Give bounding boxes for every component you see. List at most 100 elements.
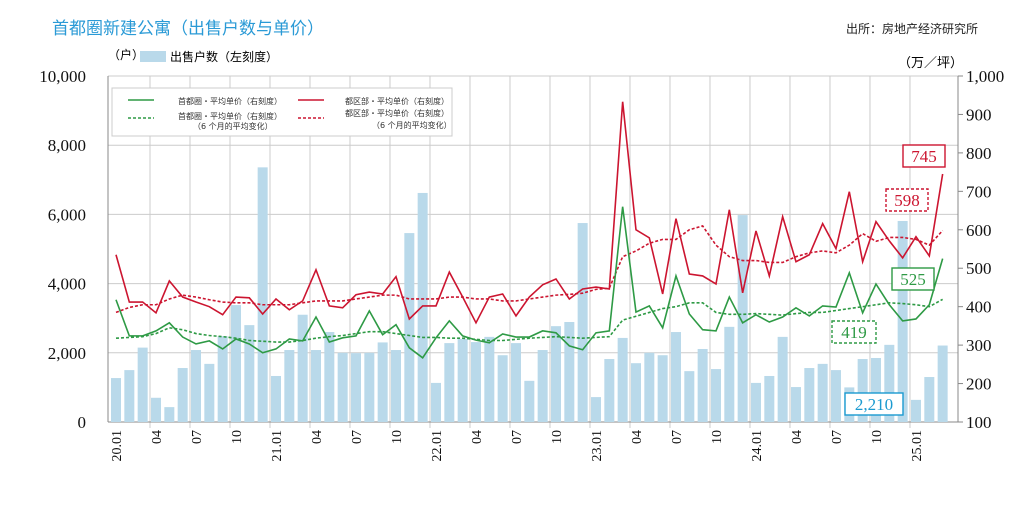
label-green-last-box [891,267,935,291]
right-tick-label: 900 [966,105,992,124]
bar [324,332,335,422]
x-tick-label: 21.01 [270,430,285,462]
bar [644,352,655,422]
label-green-last: 525 [900,270,926,289]
label-bar-last: 2,210 [855,395,893,414]
bar [297,314,308,422]
legend-red-label: 都区部・平均单价（右刻度） [345,96,449,106]
bar [870,357,881,422]
label-green-avg-last: 419 [841,323,867,342]
x-tick-label: 25.01 [910,430,925,462]
label-red-last-box [902,144,946,168]
label-bar-last-box [844,392,904,416]
bar [404,233,415,422]
bar [777,336,788,422]
x-tick-label: 23.01 [590,430,605,462]
right-tick-label: 300 [966,336,992,355]
bar [910,399,921,422]
left-tick-label: 6,000 [48,205,86,224]
right-tick-label: 500 [966,259,992,278]
x-tick-label: 07 [830,430,845,444]
x-tick-label: 10 [230,430,245,444]
bar [577,223,588,422]
bar [510,343,521,422]
right-tick-label: 1,000 [966,67,1004,86]
bar [390,350,401,422]
x-tick-label: 10 [390,430,405,444]
bar [124,370,135,422]
legend-green-avg-note: （6 个月的平均变化） [193,121,273,131]
bar [150,397,161,422]
left-tick-label: 4,000 [48,275,86,294]
bar [524,380,535,422]
legend-green-avg-label: 首都圈・平均单价（右刻度） [178,111,282,121]
left-tick-label: 2,000 [48,344,86,363]
right-tick-label: 100 [966,413,992,432]
x-tick-label: 07 [350,430,365,444]
label-red-avg-last-box [885,188,929,212]
label-green-avg-last-box [831,320,877,344]
bar [111,378,121,422]
bar [657,355,668,422]
bar [830,370,841,422]
line-capital [115,206,944,359]
source-note: 出所：房地产经济研究所 [845,22,978,36]
bar [937,345,948,422]
line-tokyo23-avg [115,225,944,314]
x-tick-label: 07 [510,430,525,444]
x-tick-label: 10 [710,430,725,444]
x-tick-label: 20.01 [110,430,125,462]
right-tick-label: 200 [966,375,992,394]
x-tick-label: 10 [870,430,885,444]
bar [697,348,708,422]
bar [430,382,441,422]
bar [137,347,148,422]
x-tick-label: 07 [190,430,205,444]
chart-title: 首都圈新建公寓（出售户数与单价） [52,19,324,39]
bar [737,215,748,422]
legend-green-label: 首都圈・平均单价（右刻度） [178,96,282,106]
bar [817,363,828,422]
bar [804,368,815,422]
bar [537,350,548,422]
bar [204,363,215,422]
bar [484,336,495,422]
bar [764,375,775,422]
bar [750,382,761,422]
bar [710,369,721,422]
right-tick-label: 600 [966,221,992,240]
right-tick-label: 800 [966,144,992,163]
bar [377,342,388,422]
bar [884,344,895,422]
bar [230,305,241,422]
bar [190,350,201,422]
bar [617,337,628,422]
bar [364,352,375,422]
legend-box [111,87,453,137]
bar [217,336,228,422]
bar [670,332,681,422]
bar [337,352,348,422]
bar [350,353,361,422]
bar [924,377,935,422]
right-axis-unit: （万／坪） [898,56,964,71]
left-tick-label: 8,000 [48,136,86,155]
legend-red-avg-label: 都区部・平均单价（右刻度） [345,108,449,118]
bar [444,343,455,422]
x-tick-label: 10 [550,430,565,444]
bar [550,326,561,422]
bar [470,342,481,422]
bar [564,322,575,422]
x-tick-label: 07 [670,430,685,444]
x-tick-label: 04 [790,430,805,444]
label-red-avg-last: 598 [894,191,920,210]
bar [457,338,468,422]
line-tokyo23 [115,101,944,325]
bar [684,371,695,422]
bar [284,350,295,422]
left-tick-label: 0 [78,413,87,432]
right-tick-label: 400 [966,298,992,317]
x-tick-label: 04 [630,430,645,444]
bar [590,397,601,422]
